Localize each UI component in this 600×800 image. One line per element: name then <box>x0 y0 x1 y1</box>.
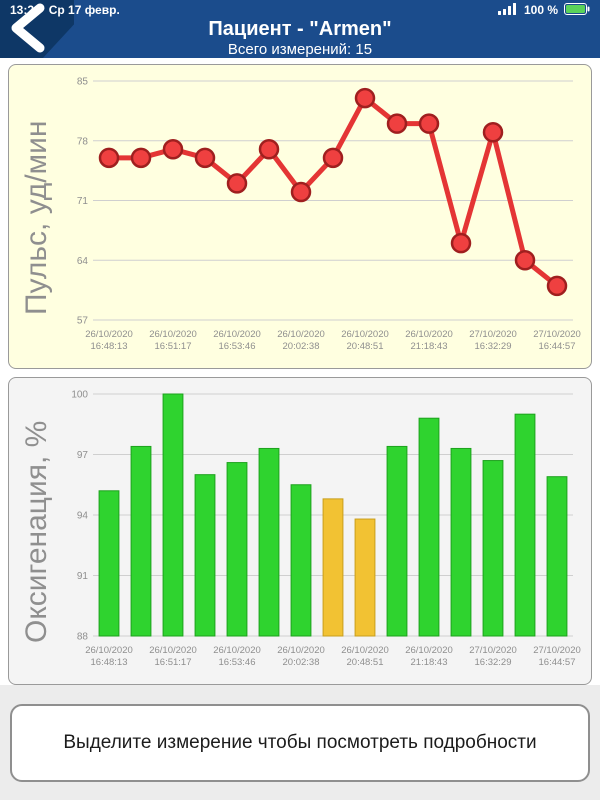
svg-text:78: 78 <box>77 136 89 147</box>
svg-text:26/10/2020: 26/10/2020 <box>149 329 197 340</box>
svg-text:16:51:17: 16:51:17 <box>155 341 192 352</box>
svg-text:16:48:13: 16:48:13 <box>91 657 128 668</box>
battery-icon <box>564 2 590 18</box>
svg-text:16:48:13: 16:48:13 <box>91 341 128 352</box>
svg-text:88: 88 <box>77 632 89 643</box>
oxygenation-y-axis-label: Оксигенация, % <box>20 420 53 644</box>
pulse-y-axis-label: Пульс, уд/мин <box>20 120 53 315</box>
battery-percent-label: 100 % <box>523 3 558 17</box>
svg-text:16:53:46: 16:53:46 <box>219 341 256 352</box>
svg-text:16:44:57: 16:44:57 <box>539 341 576 352</box>
svg-text:64: 64 <box>77 256 89 267</box>
svg-text:26/10/2020: 26/10/2020 <box>213 645 261 656</box>
oxygenation-chart-card: Оксигенация, % 88 91 94 97 100 26/10/2020 16:4… <box>8 377 592 685</box>
svg-text:27/10/2020: 27/10/2020 <box>469 645 517 656</box>
svg-text:26/10/2020: 26/10/2020 <box>213 329 261 340</box>
header-bar: 13:23 Ср 17 февр. 100 % <box>0 0 600 58</box>
svg-text:27/10/2020: 27/10/2020 <box>469 329 517 340</box>
chevron-left-icon <box>0 0 52 58</box>
pulse-chart-card: Пульс, уд/мин 57 64 71 78 85 26/10/2020 16:48:… <box>8 64 592 369</box>
charts-area: Пульс, уд/мин 57 64 71 78 85 26/10/2020 16:48:… <box>0 58 600 685</box>
svg-text:91: 91 <box>77 571 89 582</box>
cellular-signal-icon <box>497 2 518 18</box>
svg-text:20:48:51: 20:48:51 <box>347 657 384 668</box>
svg-text:16:44:57: 16:44:57 <box>539 657 576 668</box>
svg-text:85: 85 <box>77 77 89 88</box>
svg-text:26/10/2020: 26/10/2020 <box>85 329 133 340</box>
status-date: Ср 17 февр. <box>48 3 120 17</box>
svg-text:26/10/2020: 26/10/2020 <box>149 645 197 656</box>
svg-text:20:02:38: 20:02:38 <box>283 341 320 352</box>
status-bar: 13:23 Ср 17 февр. 100 % <box>0 0 600 18</box>
footer-area: Выделите измерение чтобы посмотреть подр… <box>0 685 600 800</box>
svg-text:16:32:29: 16:32:29 <box>475 657 512 668</box>
page-title: Пациент - "Armen" <box>208 18 392 40</box>
svg-text:26/10/2020: 26/10/2020 <box>405 329 453 340</box>
svg-text:26/10/2020: 26/10/2020 <box>341 329 389 340</box>
svg-text:94: 94 <box>77 511 89 522</box>
pulse-chart[interactable]: 57 64 71 78 85 26/10/2020 16:48:13 26/10/2020 16… <box>63 69 587 366</box>
status-time: 13:23 <box>10 3 41 17</box>
svg-text:16:51:17: 16:51:17 <box>155 657 192 668</box>
hint-text: Выделите измерение чтобы посмотреть подр… <box>63 731 537 753</box>
svg-text:27/10/2020: 27/10/2020 <box>533 329 581 340</box>
svg-text:26/10/2020: 26/10/2020 <box>277 329 325 340</box>
svg-text:21:18:43: 21:18:43 <box>411 341 448 352</box>
svg-text:16:53:46: 16:53:46 <box>219 657 256 668</box>
svg-text:20:02:38: 20:02:38 <box>283 657 320 668</box>
back-button[interactable] <box>0 0 74 58</box>
svg-text:26/10/2020: 26/10/2020 <box>341 645 389 656</box>
svg-text:26/10/2020: 26/10/2020 <box>85 645 133 656</box>
svg-text:97: 97 <box>77 450 89 461</box>
svg-text:71: 71 <box>77 196 89 207</box>
svg-text:20:48:51: 20:48:51 <box>347 341 384 352</box>
svg-text:26/10/2020: 26/10/2020 <box>277 645 325 656</box>
oxygenation-chart[interactable]: 88 91 94 97 100 26/10/2020 16:48:13 26/10/2020 1… <box>63 382 587 682</box>
svg-text:27/10/2020: 27/10/2020 <box>533 645 581 656</box>
hint-card: Выделите измерение чтобы посмотреть подр… <box>10 703 590 782</box>
measurement-count-label: Всего измерений: 15 <box>227 41 373 58</box>
svg-text:21:18:43: 21:18:43 <box>411 657 448 668</box>
svg-text:100: 100 <box>71 390 88 401</box>
svg-text:26/10/2020: 26/10/2020 <box>405 645 453 656</box>
svg-text:57: 57 <box>77 316 89 327</box>
svg-text:16:32:29: 16:32:29 <box>475 341 512 352</box>
